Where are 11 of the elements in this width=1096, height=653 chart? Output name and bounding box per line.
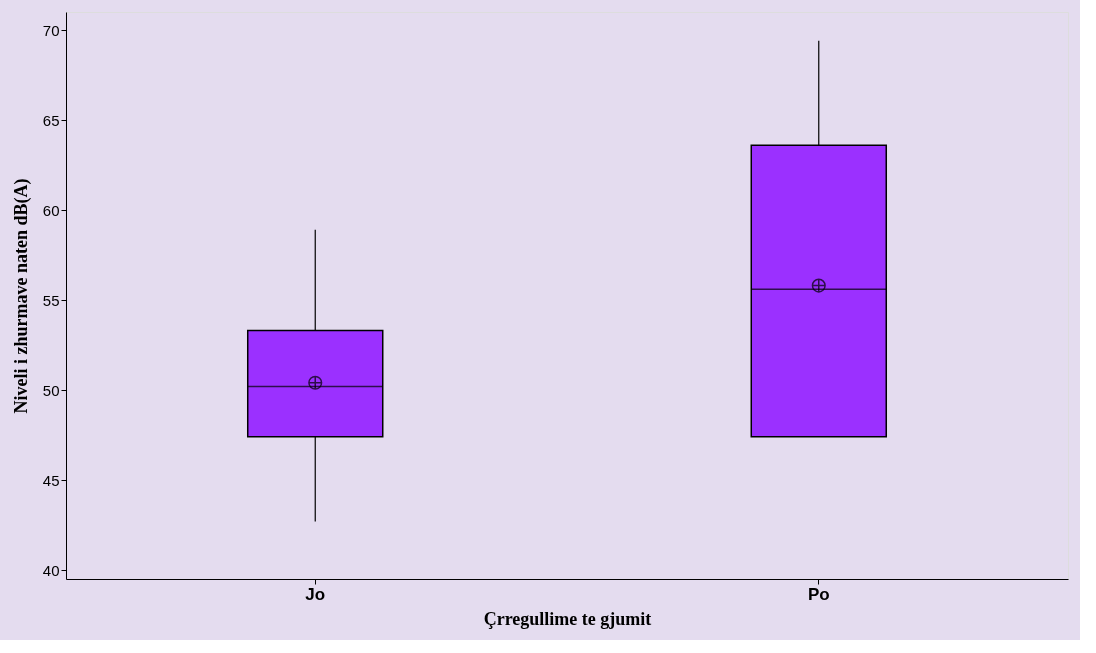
y-tick-label: 60 — [42, 201, 60, 219]
y-tick-label: 70 — [42, 21, 60, 39]
y-tick-label: 55 — [42, 291, 60, 309]
y-tick-label: 45 — [42, 471, 60, 489]
y-tick-label: 65 — [42, 111, 60, 129]
x-axis-title: Çrregullime te gjumit — [483, 608, 652, 629]
y-tick-label: 40 — [42, 561, 60, 579]
y-tick-label: 50 — [42, 381, 60, 399]
y-axis-title: Niveli i zhurmave naten dB(A) — [10, 178, 32, 414]
x-tick-label: Po — [807, 584, 830, 604]
x-tick-label: Jo — [305, 584, 326, 604]
